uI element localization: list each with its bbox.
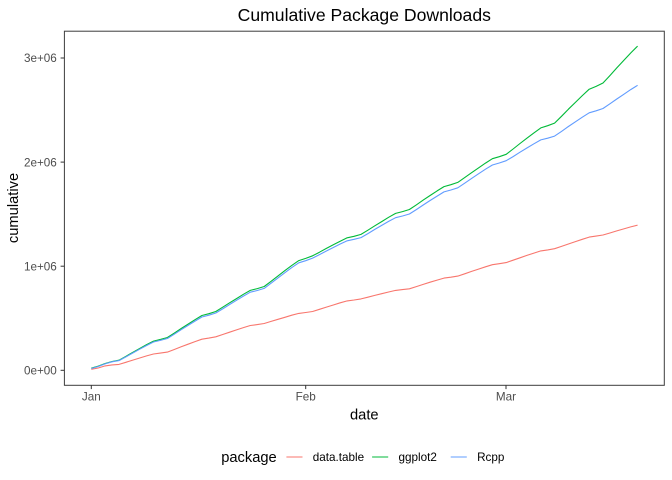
svg-text:Feb: Feb <box>296 391 317 404</box>
svg-text:2e+06: 2e+06 <box>24 156 57 169</box>
svg-text:cumulative: cumulative <box>6 173 22 243</box>
svg-text:1e+06: 1e+06 <box>24 260 57 273</box>
svg-text:3e+06: 3e+06 <box>24 52 57 65</box>
svg-text:0e+00: 0e+00 <box>24 365 57 378</box>
svg-text:ggplot2: ggplot2 <box>399 451 437 464</box>
svg-text:package: package <box>221 450 277 466</box>
svg-text:Rcpp: Rcpp <box>477 451 505 464</box>
svg-text:Jan: Jan <box>82 391 101 404</box>
svg-text:Mar: Mar <box>496 391 516 404</box>
svg-text:date: date <box>350 408 379 424</box>
svg-text:Cumulative Package Downloads: Cumulative Package Downloads <box>238 5 491 25</box>
svg-text:data.table: data.table <box>313 451 364 464</box>
